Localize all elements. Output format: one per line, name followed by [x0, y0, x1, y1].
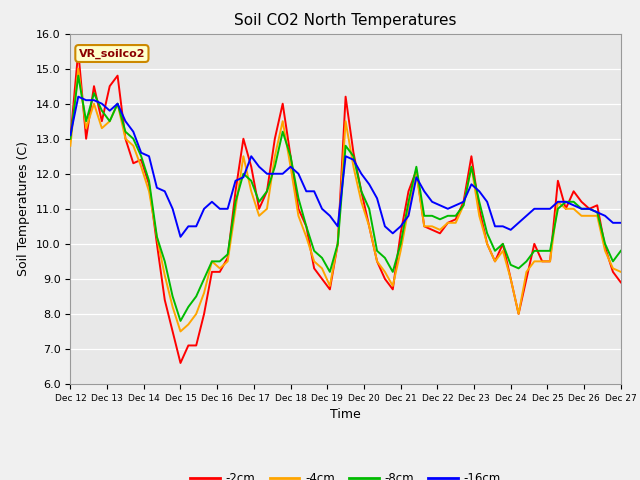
X-axis label: Time: Time	[330, 408, 361, 421]
Legend: -2cm, -4cm, -8cm, -16cm: -2cm, -4cm, -8cm, -16cm	[186, 467, 506, 480]
Y-axis label: Soil Temperatures (C): Soil Temperatures (C)	[17, 141, 30, 276]
Title: Soil CO2 North Temperatures: Soil CO2 North Temperatures	[234, 13, 457, 28]
Text: VR_soilco2: VR_soilco2	[79, 48, 145, 59]
